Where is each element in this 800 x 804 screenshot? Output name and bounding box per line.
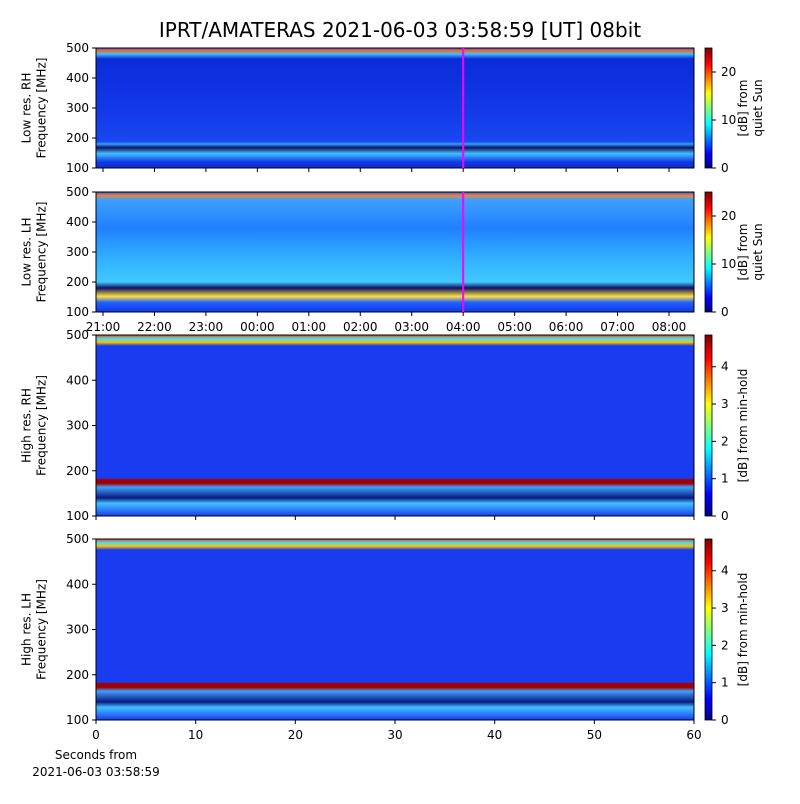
x-tick-label: 01:00 (292, 320, 327, 334)
x-tick-label: 06:00 (549, 320, 584, 334)
x-tick-label: 40 (487, 728, 502, 742)
y-tick-label: 500 (66, 41, 89, 55)
x-tick-label: 60 (686, 728, 701, 742)
x-tick-label: 0 (92, 728, 100, 742)
colorbar-tick-label: 2 (721, 434, 729, 448)
colorbar-tick-label: 20 (721, 209, 736, 223)
colorbar (704, 47, 713, 169)
colorbar-tick-label: 4 (721, 564, 729, 578)
x-tick-label: 21:00 (86, 320, 121, 334)
spectrogram (96, 335, 694, 516)
x-tick-label: 23:00 (189, 320, 224, 334)
y-tick-label: 200 (66, 668, 89, 682)
y-tick-label: 100 (66, 161, 89, 175)
x-tick-label: 10 (188, 728, 203, 742)
colorbar-tick-label: 1 (721, 472, 729, 486)
colorbar-tick-label: 2 (721, 638, 729, 652)
colorbar-tick-label: 0 (721, 509, 729, 523)
spectrogram (96, 192, 694, 312)
x-tick-label: 08:00 (652, 320, 687, 334)
colorbar-label: quiet Sun (751, 79, 765, 136)
colorbar-tick-label: 3 (721, 601, 729, 615)
colorbar-tick-label: 10 (721, 113, 736, 127)
x-tick-label: 05:00 (497, 320, 532, 334)
y-tick-label: 400 (66, 577, 89, 591)
y-tick-label: 100 (66, 713, 89, 727)
y-tick-label: 300 (66, 623, 89, 637)
x-tick-label: 07:00 (600, 320, 635, 334)
y-axis-label: Frequency [MHz] (35, 579, 49, 680)
x-tick-label: 03:00 (394, 320, 429, 334)
colorbar-label: [dB] from min-hold (736, 369, 750, 483)
spectrogram (96, 48, 694, 168)
y-axis-label: High res. LH (20, 593, 34, 666)
chart-title: IPRT/AMATERAS 2021-06-03 03:58:59 [UT] 0… (159, 18, 641, 42)
colorbar (704, 538, 713, 721)
y-tick-label: 400 (66, 373, 89, 387)
colorbar-tick-label: 0 (721, 305, 729, 319)
y-tick-label: 200 (66, 464, 89, 478)
y-tick-label: 500 (66, 185, 89, 199)
y-tick-label: 200 (66, 275, 89, 289)
y-tick-label: 100 (66, 509, 89, 523)
y-axis-label: Frequency [MHz] (35, 202, 49, 303)
colorbar-tick-label: 4 (721, 360, 729, 374)
y-tick-label: 300 (66, 419, 89, 433)
colorbar (704, 334, 713, 517)
x-tick-label: 20 (288, 728, 303, 742)
y-tick-label: 200 (66, 131, 89, 145)
y-tick-label: 400 (66, 71, 89, 85)
y-tick-label: 300 (66, 101, 89, 115)
colorbar-label: [dB] from (736, 224, 750, 281)
y-tick-label: 300 (66, 245, 89, 259)
y-axis-label: Low res. LH (20, 217, 34, 286)
y-axis-label: High res. RH (20, 388, 34, 463)
y-axis-label: Frequency [MHz] (35, 375, 49, 476)
x-tick-label: 04:00 (446, 320, 481, 334)
x-tick-label: 00:00 (240, 320, 275, 334)
y-axis-label: Low res. RH (20, 73, 34, 144)
y-tick-label: 100 (66, 305, 89, 319)
y-axis-label: Frequency [MHz] (35, 58, 49, 159)
spectrogram (96, 539, 694, 720)
colorbar-tick-label: 10 (721, 257, 736, 271)
colorbar-label: [dB] from min-hold (736, 573, 750, 687)
colorbar-tick-label: 0 (721, 161, 729, 175)
x-axis-label: 2021-06-03 03:58:59 (32, 765, 159, 779)
colorbar-tick-label: 1 (721, 676, 729, 690)
x-tick-label: 50 (587, 728, 602, 742)
colorbar-label: [dB] from (736, 80, 750, 137)
colorbar-tick-label: 0 (721, 713, 729, 727)
colorbar-tick-label: 20 (721, 65, 736, 79)
y-tick-label: 500 (66, 328, 89, 342)
colorbar-label: quiet Sun (751, 223, 765, 280)
x-tick-label: 30 (387, 728, 402, 742)
y-tick-label: 500 (66, 532, 89, 546)
x-tick-label: 02:00 (343, 320, 378, 334)
x-tick-label: 22:00 (137, 320, 172, 334)
x-axis-label: Seconds from (55, 748, 137, 762)
colorbar-tick-label: 3 (721, 397, 729, 411)
y-tick-label: 400 (66, 215, 89, 229)
colorbar (704, 191, 713, 313)
